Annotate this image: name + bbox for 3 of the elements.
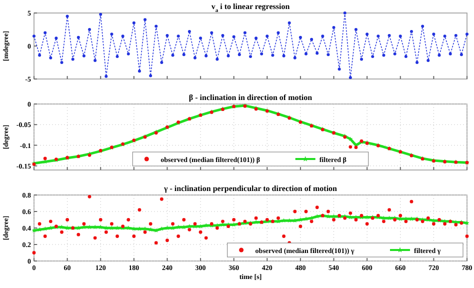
chart-title: β - inclination in direction of motion [188,93,313,102]
chart-title: γ - inclination perpendicular to direction of motion [162,184,338,193]
chart-title: v$_{a}$ i to linear regression [211,2,290,14]
